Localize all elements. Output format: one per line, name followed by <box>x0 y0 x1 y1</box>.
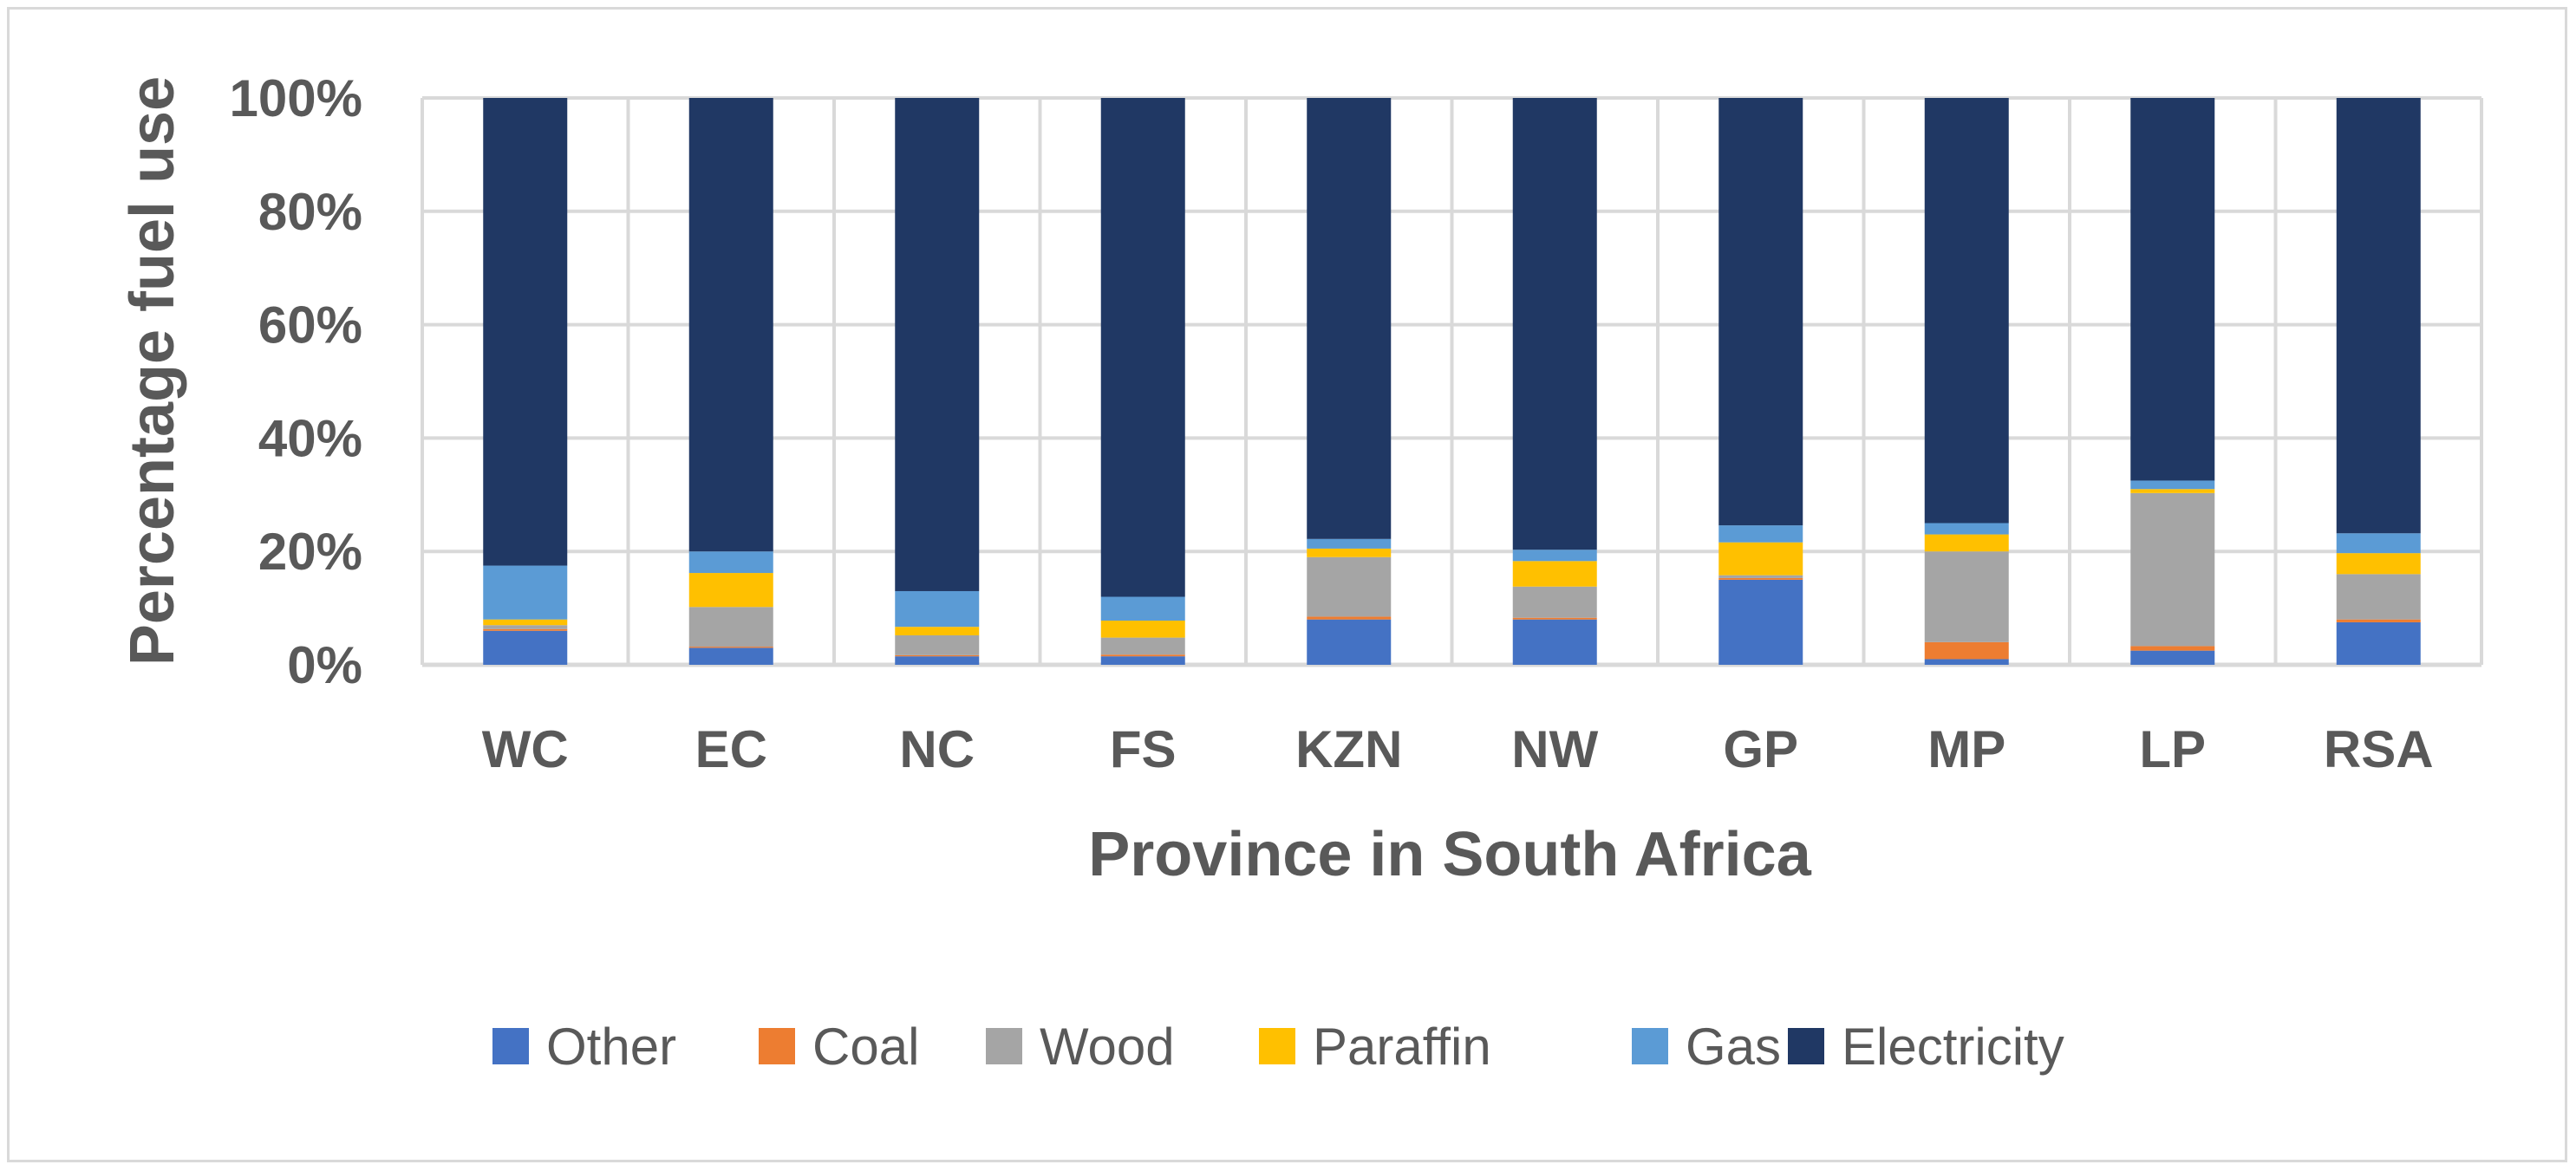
bar-rsa-electricity <box>2336 98 2421 534</box>
bar-gp-wood <box>1718 575 1803 578</box>
bar-wc-paraffin <box>483 619 568 626</box>
bar-ec-gas <box>688 551 773 574</box>
bar-rsa-other <box>2336 621 2421 665</box>
bar-fs-coal <box>1100 654 1185 657</box>
bar-fs-other <box>1100 656 1185 665</box>
bar-mp-gas <box>1924 523 2009 535</box>
bar-rsa-coal <box>2336 619 2421 622</box>
x-tick-label: MP <box>1927 720 2005 778</box>
bar-mp-electricity <box>1924 98 2009 524</box>
legend-label-wood: Wood <box>1040 1018 1175 1076</box>
legend-label-paraffin: Paraffin <box>1313 1018 1491 1076</box>
bar-lp-coal <box>2130 646 2215 651</box>
y-tick-label: 40% <box>258 409 362 467</box>
x-tick-label: WC <box>482 720 569 778</box>
bar-lp-wood <box>2130 492 2215 647</box>
legend-swatch-electricity <box>1788 1028 1824 1064</box>
bar-mp-coal <box>1924 641 2009 660</box>
bar-kzn-electricity <box>1307 98 1392 539</box>
x-tick-label: NW <box>1511 720 1598 778</box>
bar-kzn-coal <box>1307 616 1392 620</box>
bar-kzn-other <box>1307 619 1392 665</box>
x-tick-label: LP <box>2139 720 2206 778</box>
bar-lp-gas <box>2130 480 2215 490</box>
x-axis-title: Province in South Africa <box>1088 820 1811 889</box>
bar-rsa-gas <box>2336 533 2421 554</box>
bar-fs-gas <box>1100 596 1185 621</box>
legend-swatch-wood <box>986 1028 1022 1064</box>
bar-fs-electricity <box>1100 98 1185 597</box>
y-tick-label: 20% <box>258 523 362 581</box>
legend: Other Coal Wood Paraffin Gas Electricity <box>492 1018 2064 1076</box>
bar-nw-other <box>1512 619 1597 665</box>
bar-gp-electricity <box>1718 98 1803 526</box>
bar-rsa-wood <box>2336 574 2421 620</box>
bar-wc-other <box>483 630 568 665</box>
bar-nc-electricity <box>895 98 980 591</box>
y-axis-ticks: 0% 20% 40% 60% 80% 100% <box>230 69 362 694</box>
y-tick-label: 60% <box>258 296 362 355</box>
y-tick-label: 0% <box>287 636 362 694</box>
bar-mp-wood <box>1924 551 2009 642</box>
y-tick-label: 100% <box>230 69 362 127</box>
bar-ec-electricity <box>688 98 773 552</box>
bar-ec-paraffin <box>688 573 773 608</box>
bar-lp-paraffin <box>2130 489 2215 493</box>
bar-wc-electricity <box>483 98 568 566</box>
y-tick-label: 80% <box>258 183 362 241</box>
x-tick-label: NC <box>899 720 975 778</box>
bar-gp-paraffin <box>1718 542 1803 576</box>
bar-kzn-gas <box>1307 538 1392 549</box>
bar-nw-wood <box>1512 586 1597 618</box>
bar-wc-gas <box>483 565 568 620</box>
legend-swatch-coal <box>759 1028 795 1064</box>
bar-wc-wood <box>483 625 568 629</box>
bar-kzn-paraffin <box>1307 548 1392 557</box>
bar-nc-wood <box>895 634 980 655</box>
bar-fs-wood <box>1100 637 1185 655</box>
legend-label-coal: Coal <box>812 1018 919 1076</box>
legend-label-other: Other <box>546 1018 676 1076</box>
legend-label-gas: Gas <box>1686 1018 1781 1076</box>
bar-nw-gas <box>1512 550 1597 562</box>
bar-fs-paraffin <box>1100 620 1185 638</box>
bar-nc-gas <box>895 590 980 628</box>
x-tick-label: FS <box>1110 720 1177 778</box>
legend-swatch-other <box>492 1028 529 1064</box>
bar-ec-other <box>688 647 773 665</box>
bar-gp-gas <box>1718 525 1803 543</box>
bar-rsa-paraffin <box>2336 553 2421 575</box>
legend-swatch-gas <box>1632 1028 1668 1064</box>
bar-nw-coal <box>1512 617 1597 620</box>
bars <box>483 98 2421 665</box>
bar-nw-paraffin <box>1512 561 1597 587</box>
bar-lp-electricity <box>2130 98 2215 481</box>
bar-nc-coal <box>895 654 980 657</box>
y-axis-title: Percentage fuel use <box>118 76 187 666</box>
bar-kzn-wood <box>1307 556 1392 617</box>
x-tick-label: EC <box>695 720 767 778</box>
x-axis-ticks: WC EC NC FS KZN NW GP MP LP RSA <box>482 720 2434 778</box>
x-tick-label: RSA <box>2324 720 2434 778</box>
bar-gp-coal <box>1718 577 1803 580</box>
bar-lp-other <box>2130 650 2215 665</box>
bar-wc-coal <box>483 628 568 631</box>
bar-nw-electricity <box>1512 98 1597 550</box>
legend-swatch-paraffin <box>1259 1028 1295 1064</box>
bar-ec-wood <box>688 607 773 647</box>
bar-nc-paraffin <box>895 627 980 635</box>
x-tick-label: KZN <box>1295 720 1402 778</box>
x-tick-label: GP <box>1723 720 1798 778</box>
bar-mp-other <box>1924 659 2009 665</box>
bar-gp-other <box>1718 579 1803 665</box>
bar-nc-other <box>895 656 980 665</box>
legend-label-electricity: Electricity <box>1842 1018 2064 1076</box>
bar-mp-paraffin <box>1924 534 2009 552</box>
